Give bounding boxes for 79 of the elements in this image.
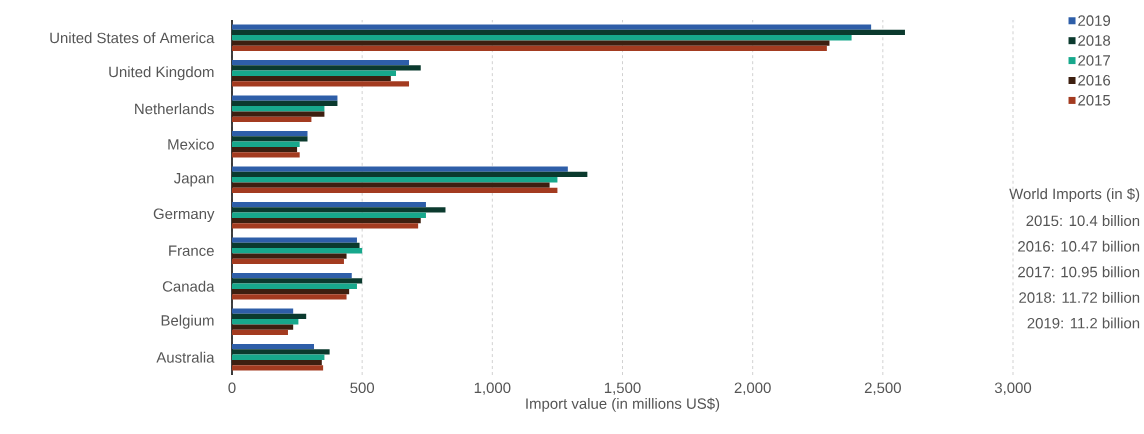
text: 2015: 10.4 billion (1026, 215, 1140, 227)
bar (232, 35, 852, 41)
y-tick-label: Germany (153, 208, 215, 222)
bar (232, 207, 446, 213)
y-tick-label: United States of America (50, 32, 215, 44)
bar (232, 272, 352, 279)
legend-label: 2019 (1078, 15, 1111, 26)
bar (232, 141, 300, 147)
bar (232, 70, 397, 76)
y-tick-label: Belgium (161, 314, 214, 329)
bar (232, 354, 325, 360)
x-tick-label: 1,000 (474, 382, 511, 395)
bar (232, 65, 421, 71)
x-tick-label: 3,000 (994, 382, 1032, 395)
y-tick-label: Canada (162, 280, 215, 292)
bar (232, 329, 288, 336)
bar (232, 278, 363, 284)
bar (232, 217, 421, 224)
bar (232, 182, 550, 188)
bar (232, 248, 363, 254)
bar (232, 365, 324, 371)
bar (232, 40, 830, 46)
x-tick-label: 2,500 (864, 382, 901, 395)
bar (232, 324, 294, 330)
bar (232, 116, 312, 123)
bar (232, 152, 300, 158)
legend-label: 2016 (1078, 75, 1111, 86)
y-tick-label: Australia (156, 351, 215, 363)
bar (232, 258, 344, 265)
bar (232, 201, 426, 208)
bar (232, 253, 347, 259)
bar (232, 29, 905, 36)
legend-label: 2017 (1078, 55, 1111, 66)
bar (232, 177, 558, 183)
bar (232, 308, 294, 314)
bar (232, 187, 558, 194)
x-tick-label: 1,500 (604, 382, 641, 395)
bar (232, 359, 322, 366)
x-tick-label: 2,000 (734, 382, 771, 395)
x-tick-label: 500 (350, 382, 375, 394)
bar (232, 294, 347, 300)
bar (232, 24, 872, 30)
bar (232, 111, 325, 117)
bar (232, 146, 298, 153)
bar (232, 283, 357, 289)
bar (232, 106, 325, 112)
text: 2016: 10.47 billion (1018, 240, 1140, 252)
annotation: World Imports (in $) (1009, 187, 1140, 203)
text: 2019: 11.2 billion (1027, 317, 1140, 329)
x-tick-label: 0 (228, 382, 236, 394)
bar (232, 319, 299, 325)
legend-label: 2015 (1078, 94, 1111, 106)
bar (232, 212, 426, 218)
text: 2017: 10.95 billion (1018, 266, 1140, 278)
bar (232, 242, 360, 249)
bar (232, 223, 419, 229)
bar (232, 136, 308, 142)
y-tick-label: Netherlands (135, 103, 214, 115)
y-tick-label: Mexico (168, 138, 214, 150)
bar (232, 95, 338, 101)
y-tick-label: United Kingdom (109, 66, 214, 81)
bar (232, 75, 391, 82)
bar (232, 349, 330, 355)
bar (232, 81, 410, 87)
bar (232, 59, 410, 66)
x-axis-title: Import value (in millions US$) (526, 397, 720, 412)
bar (232, 130, 308, 137)
y-tick-label: Japan (174, 173, 214, 187)
legend-label: 2018 (1078, 35, 1111, 46)
y-tick-label: France (169, 245, 214, 256)
bar (232, 237, 357, 243)
bar (232, 166, 568, 172)
bar (232, 171, 588, 178)
bar (232, 288, 350, 295)
bar (232, 45, 827, 52)
text: 2018: 11.72 billion (1019, 291, 1140, 303)
bar (232, 343, 315, 350)
bar (232, 313, 307, 320)
bar (232, 100, 338, 107)
